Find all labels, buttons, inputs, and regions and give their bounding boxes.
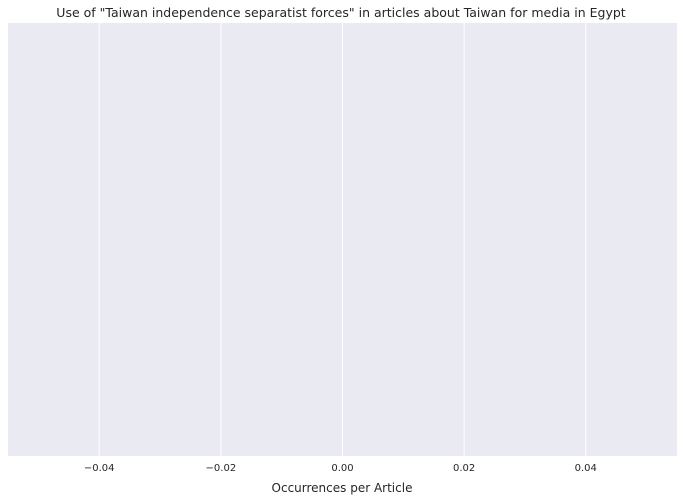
grid-lines — [98, 23, 587, 456]
x-tick-label: −0.02 — [206, 463, 237, 474]
x-tick-label: 0.00 — [331, 463, 353, 474]
x-axis-ticks: −0.04 −0.02 0.00 0.02 0.04 — [84, 463, 597, 474]
x-axis-label: Occurrences per Article — [272, 481, 413, 495]
x-tick-label: 0.02 — [453, 463, 475, 474]
x-tick-label: −0.04 — [84, 463, 115, 474]
chart-title: Use of "Taiwan independence separatist f… — [56, 5, 625, 20]
x-tick-label: 0.04 — [575, 463, 597, 474]
